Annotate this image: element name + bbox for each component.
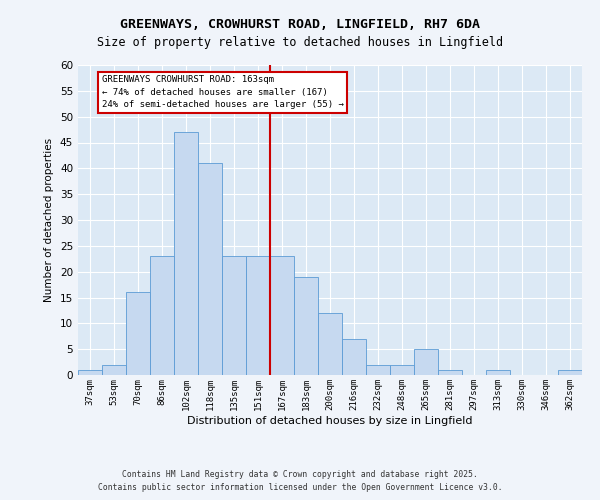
Bar	[342, 339, 366, 375]
Bar	[174, 132, 198, 375]
Bar	[198, 163, 222, 375]
Bar	[438, 370, 462, 375]
Bar	[78, 370, 102, 375]
Bar	[102, 364, 126, 375]
Bar	[558, 370, 582, 375]
Bar	[390, 364, 414, 375]
Bar	[150, 256, 174, 375]
Bar	[246, 256, 270, 375]
Bar	[318, 313, 342, 375]
Text: Size of property relative to detached houses in Lingfield: Size of property relative to detached ho…	[97, 36, 503, 49]
Bar	[126, 292, 150, 375]
Bar	[366, 364, 390, 375]
X-axis label: Distribution of detached houses by size in Lingfield: Distribution of detached houses by size …	[187, 416, 473, 426]
Bar	[222, 256, 246, 375]
Text: Contains HM Land Registry data © Crown copyright and database right 2025.
Contai: Contains HM Land Registry data © Crown c…	[98, 470, 502, 492]
Bar	[486, 370, 510, 375]
Bar	[294, 277, 318, 375]
Bar	[270, 256, 294, 375]
Bar	[414, 349, 438, 375]
Text: GREENWAYS, CROWHURST ROAD, LINGFIELD, RH7 6DA: GREENWAYS, CROWHURST ROAD, LINGFIELD, RH…	[120, 18, 480, 30]
Text: GREENWAYS CROWHURST ROAD: 163sqm
← 74% of detached houses are smaller (167)
24% : GREENWAYS CROWHURST ROAD: 163sqm ← 74% o…	[102, 76, 344, 110]
Y-axis label: Number of detached properties: Number of detached properties	[44, 138, 55, 302]
